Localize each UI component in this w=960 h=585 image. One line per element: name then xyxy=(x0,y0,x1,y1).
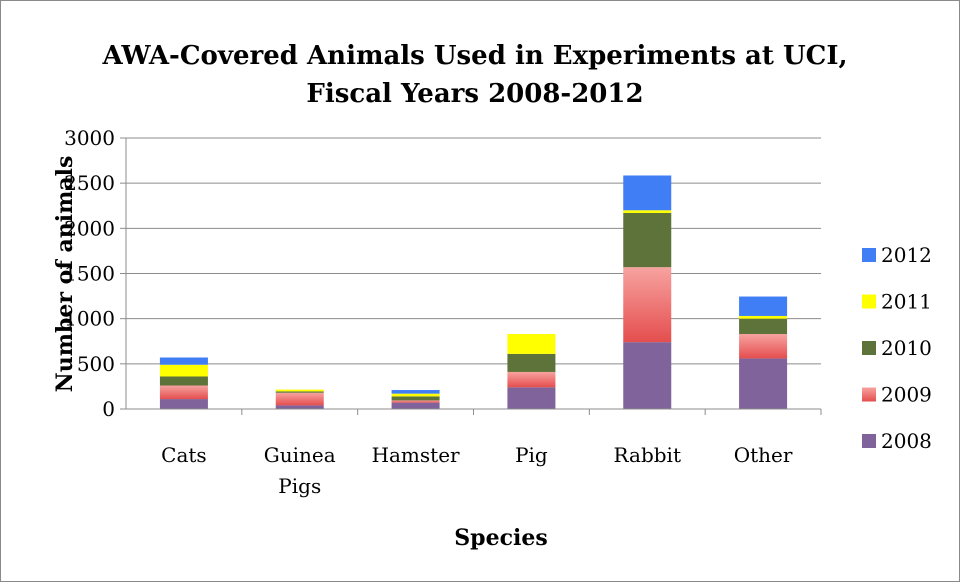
bar-segment-2009 xyxy=(623,267,672,343)
legend-swatch-2008 xyxy=(862,434,876,448)
bar-segment-2011 xyxy=(391,393,440,397)
bar-segment-2010 xyxy=(507,353,556,372)
bar-segment-2012 xyxy=(623,175,672,211)
legend-swatch-2011 xyxy=(862,294,876,309)
bar-segment-2010 xyxy=(739,318,788,335)
bar-segment-2010 xyxy=(391,396,440,401)
bar-segment-2011 xyxy=(739,315,788,319)
bar-segment-2008 xyxy=(391,402,440,409)
bar-segment-2008 xyxy=(623,342,672,409)
y-tick-label: 3000 xyxy=(64,126,115,150)
bar-segment-2009 xyxy=(391,400,440,403)
y-tick-label: 500 xyxy=(77,352,115,376)
bar-segment-2012 xyxy=(739,296,788,316)
y-tick-label: 1500 xyxy=(64,262,115,286)
bar-segment-2011 xyxy=(623,210,672,213)
x-tick-label: Cats xyxy=(161,443,207,467)
y-tick-label: 1000 xyxy=(64,307,115,331)
y-tick-label: 0 xyxy=(102,397,115,421)
bar-segment-2012 xyxy=(391,390,440,394)
bar-segment-2010 xyxy=(159,376,208,386)
legend-swatch-2012 xyxy=(862,248,876,262)
gridlines xyxy=(120,137,821,410)
x-axis-title: Species xyxy=(454,525,547,551)
legend-label-2008: 2008 xyxy=(881,429,932,453)
bar-segment-2011 xyxy=(507,334,556,354)
bars xyxy=(159,175,788,409)
bar-segment-2008 xyxy=(507,387,556,409)
axes xyxy=(125,138,822,415)
bar-segment-2011 xyxy=(159,364,208,377)
bar-segment-2011 xyxy=(275,389,324,392)
bar-segment-2009 xyxy=(507,371,556,388)
bar-segment-2008 xyxy=(159,399,208,409)
legend-swatch-2010 xyxy=(862,341,876,355)
legend-label-2011: 2011 xyxy=(881,290,932,314)
bar-segment-2008 xyxy=(739,358,788,409)
x-tick-label: Pig xyxy=(515,443,548,467)
bar-segment-2012 xyxy=(159,357,208,365)
y-tick-label: 2000 xyxy=(64,216,115,240)
x-tick-label: Guinea xyxy=(264,443,336,467)
x-tick-label: Hamster xyxy=(372,443,460,467)
legend: 2012 2011 2010 2009 2008 xyxy=(862,243,932,453)
x-tick-label: Other xyxy=(734,443,793,467)
x-tick-label: Rabbit xyxy=(614,443,681,467)
chart-title-line2: Fiscal Years 2008-2012 xyxy=(306,79,643,109)
bar-segment-2009 xyxy=(739,334,788,359)
bar-segment-2009 xyxy=(275,392,324,406)
legend-label-2010: 2010 xyxy=(881,336,932,360)
bar-segment-2008 xyxy=(275,405,324,409)
y-tick-label: 2500 xyxy=(64,171,115,195)
bar-segment-2009 xyxy=(159,385,208,400)
legend-label-2012: 2012 xyxy=(881,243,932,267)
legend-swatch-2009 xyxy=(862,387,876,402)
x-tick-label: Pigs xyxy=(278,474,321,498)
chart-title-line1: AWA-Covered Animals Used in Experiments … xyxy=(101,41,847,71)
x-tick-labels: Cats Guinea Pigs Hamster Pig Rabbit Other xyxy=(161,443,793,498)
bar-segment-2010 xyxy=(275,391,324,393)
bar-segment-2010 xyxy=(623,212,672,268)
y-tick-labels: 0 500 1000 1500 2000 2500 3000 xyxy=(64,126,115,421)
legend-label-2009: 2009 xyxy=(881,383,932,407)
y-axis-title: Number of animals xyxy=(52,156,78,393)
